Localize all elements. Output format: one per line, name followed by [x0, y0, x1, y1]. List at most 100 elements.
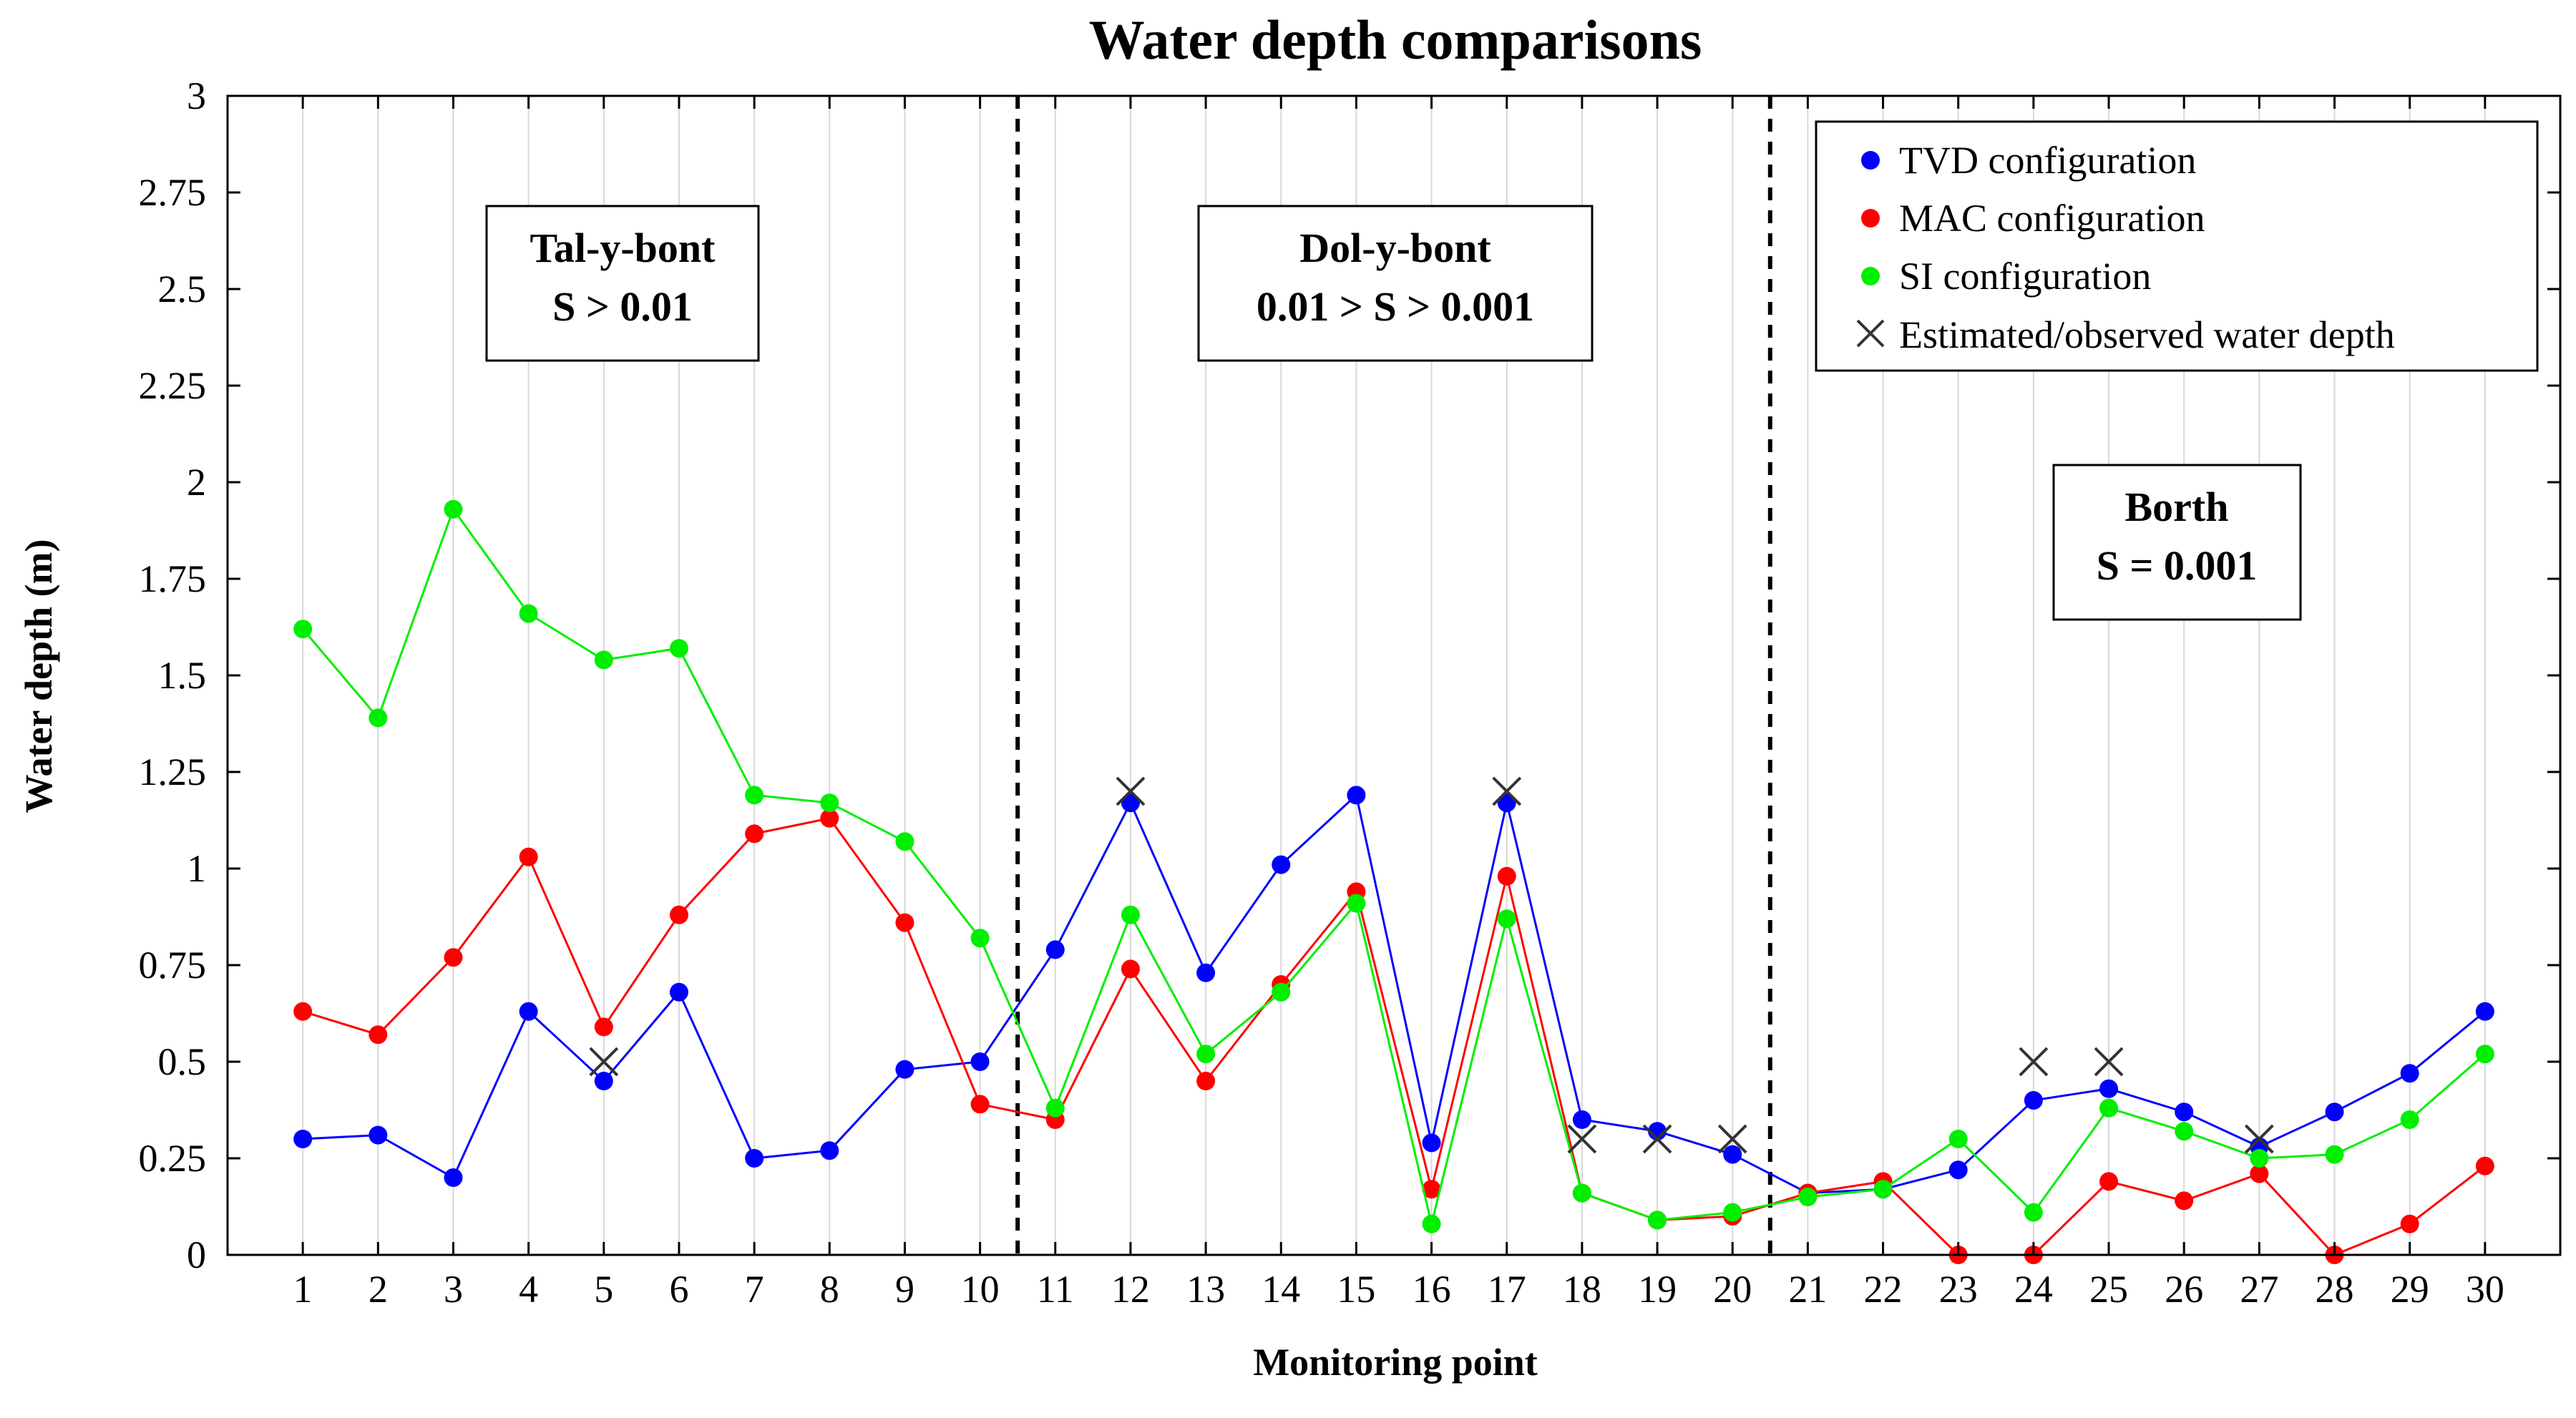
data-point	[669, 639, 688, 658]
data-point	[369, 1025, 388, 1045]
legend-marker-mac	[1861, 209, 1880, 228]
observed-marker	[2094, 1047, 2124, 1077]
data-point	[1948, 1160, 1968, 1180]
data-point	[2475, 1156, 2494, 1175]
data-point	[1572, 1110, 1591, 1129]
legend-label-tvd: TVD configuration	[1899, 139, 2196, 182]
data-point	[2175, 1102, 2194, 1122]
observed-marker	[1116, 776, 1146, 806]
data-point	[2099, 1172, 2119, 1191]
y-tick-label: 0.5	[158, 1040, 207, 1083]
data-point	[2475, 1002, 2494, 1021]
y-axis-label: Water depth (m)	[17, 539, 60, 813]
observed-marker	[1717, 1124, 1747, 1154]
data-point	[820, 1141, 839, 1160]
region-name: Tal-y-bont	[530, 225, 716, 271]
data-point	[1422, 1180, 1441, 1199]
data-point	[1572, 1183, 1591, 1203]
region-box-dol-y-bont: Dol-y-bont 0.01 > S > 0.001	[1197, 205, 1594, 362]
data-point	[1422, 1214, 1441, 1233]
series-line	[302, 817, 2486, 1256]
series-line	[303, 793, 2486, 1195]
data-point	[2325, 1145, 2344, 1164]
data-point	[1196, 1072, 1216, 1090]
data-point	[895, 913, 914, 932]
data-point	[519, 604, 538, 623]
y-tick-label: 1	[187, 847, 206, 890]
y-tick-label: 1.5	[158, 654, 207, 697]
data-point	[1497, 909, 1516, 929]
x-tick-label: 18	[1563, 1268, 1601, 1311]
data-point	[444, 499, 463, 519]
chart-title: Water depth comparisons	[1089, 9, 1702, 71]
data-point	[1347, 894, 1366, 913]
x-tick-label: 7	[745, 1268, 764, 1311]
y-tick-label: 1.75	[139, 557, 207, 600]
x-tick-label: 14	[1262, 1268, 1300, 1311]
data-point	[2400, 1110, 2419, 1129]
legend-marker-observed	[1856, 319, 1885, 348]
data-point	[970, 1095, 990, 1114]
data-point	[369, 1125, 388, 1145]
x-tick-label: 8	[820, 1268, 839, 1311]
legend-label-si: SI configuration	[1899, 255, 2151, 298]
x-tick-label: 29	[2391, 1268, 2429, 1311]
data-point	[1196, 963, 1216, 982]
legend-label-mac: MAC configuration	[1899, 197, 2205, 240]
y-tick-label: 0	[187, 1233, 206, 1276]
data-point	[669, 905, 688, 924]
x-tick-label: 20	[1713, 1268, 1752, 1311]
data-point	[2024, 1091, 2043, 1110]
data-point	[519, 847, 538, 866]
legend-marker-si	[1861, 267, 1880, 285]
observed-marker	[1642, 1124, 1672, 1154]
legend: TVD configuration MAC configuration SI c…	[1815, 120, 2539, 372]
x-tick-label: 3	[444, 1268, 463, 1311]
x-tick-label: 9	[895, 1268, 914, 1311]
data-point	[2175, 1122, 2194, 1141]
data-point	[1723, 1145, 1742, 1164]
x-tick-label: 26	[2165, 1268, 2203, 1311]
y-tick-label: 2.25	[139, 364, 207, 407]
series-layer	[293, 499, 2494, 1264]
region-box-borth: Borth S = 0.001	[2052, 464, 2302, 621]
data-point	[519, 1002, 538, 1021]
data-point	[1422, 1133, 1441, 1153]
data-point	[745, 1149, 764, 1168]
data-point	[2250, 1149, 2269, 1168]
x-tick-label: 30	[2466, 1268, 2504, 1311]
data-point	[2099, 1098, 2119, 1118]
x-tick-label: 5	[594, 1268, 613, 1311]
data-point	[1272, 855, 1291, 874]
region-dividers	[1015, 96, 1772, 1255]
data-point	[820, 793, 839, 813]
x-tick-label: 4	[519, 1268, 538, 1311]
data-point	[2475, 1045, 2494, 1064]
data-point	[1121, 905, 1140, 924]
data-point	[293, 1002, 313, 1021]
observed-marker	[2019, 1047, 2049, 1077]
x-tick-label: 27	[2240, 1268, 2278, 1311]
series-line	[302, 507, 2486, 1225]
observed-marker	[589, 1047, 619, 1077]
data-point	[369, 708, 388, 728]
region-condition: S = 0.001	[2097, 542, 2258, 589]
x-tick-label: 25	[2089, 1268, 2128, 1311]
data-point	[594, 650, 613, 670]
y-tick-label: 3	[187, 74, 206, 117]
region-condition: 0.01 > S > 0.001	[1257, 283, 1534, 330]
data-point	[2024, 1203, 2043, 1222]
data-point	[1272, 982, 1291, 1002]
data-point	[745, 786, 764, 805]
data-point	[444, 948, 463, 967]
x-tick-label: 23	[1939, 1268, 1978, 1311]
observed-markers	[589, 776, 2274, 1154]
data-point	[2099, 1079, 2119, 1098]
observed-marker	[1492, 776, 1522, 806]
data-point	[1121, 793, 1140, 813]
data-point	[1873, 1180, 1893, 1199]
data-point	[2400, 1214, 2419, 1233]
data-point	[594, 1017, 613, 1037]
data-point	[1948, 1130, 1968, 1148]
data-point	[1497, 793, 1516, 813]
